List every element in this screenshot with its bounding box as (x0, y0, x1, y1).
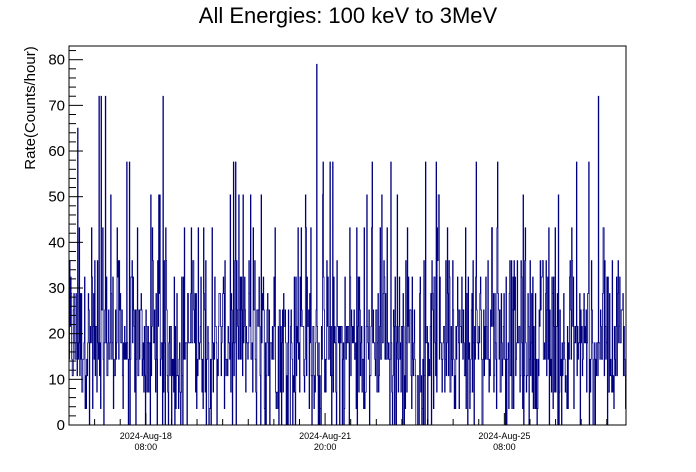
y-tick-label: 70 (48, 97, 65, 114)
y-tick-label: 20 (48, 326, 65, 343)
y-tick-label: 30 (48, 280, 65, 297)
plot-frame (68, 45, 627, 426)
x-tick-date: 2024-Aug-21 (299, 431, 351, 441)
y-tick-label: 80 (48, 52, 65, 69)
histogram-series (68, 63, 627, 426)
x-tick-date: 2024-Aug-25 (478, 431, 530, 441)
histogram-trace (68, 63, 627, 426)
y-tick-label: 0 (57, 417, 65, 434)
axis-ticks: 010203040506070802024-Aug-1808:002024-Au… (48, 50, 608, 452)
y-tick-label: 10 (48, 371, 65, 388)
chart-title: All Energies: 100 keV to 3MeV (199, 3, 498, 28)
x-tick-time: 08:00 (493, 442, 516, 452)
y-tick-label: 40 (48, 234, 65, 251)
x-tick-time: 08:00 (135, 442, 158, 452)
x-tick-date: 2024-Aug-18 (120, 431, 172, 441)
y-axis-label: Rate(Counts/hour) (22, 46, 39, 169)
y-tick-label: 50 (48, 189, 65, 206)
y-tick-label: 60 (48, 143, 65, 160)
x-tick-time: 20:00 (314, 442, 337, 452)
